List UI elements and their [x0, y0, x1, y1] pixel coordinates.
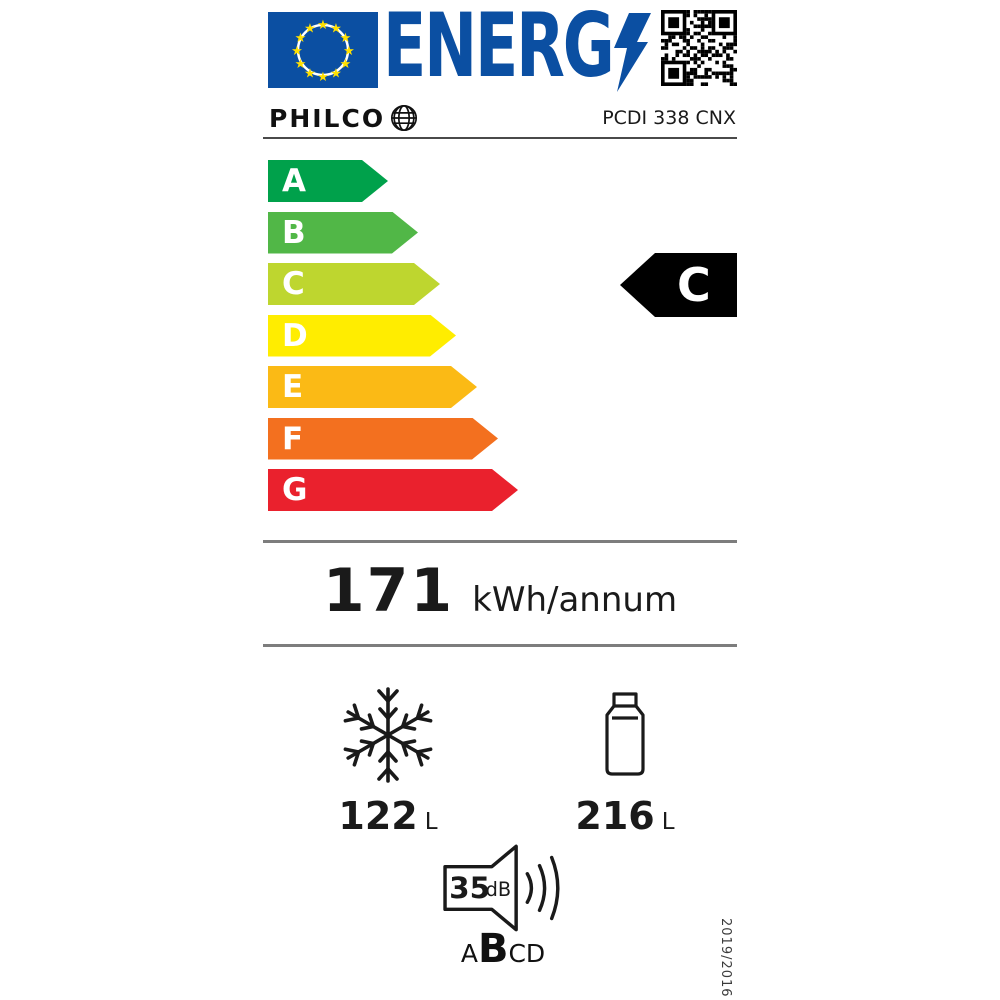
- speaker-icon: 35 dB: [443, 844, 560, 932]
- scale-arrow-b: B: [268, 212, 418, 254]
- svg-text:★: ★: [340, 57, 352, 72]
- energ-logo-text: ENERG: [383, 0, 615, 97]
- svg-text:★: ★: [304, 22, 316, 37]
- noise-class-a: A: [460, 939, 478, 968]
- energy-value: 171: [322, 556, 455, 626]
- eu-energy-label: ★ ★ ★ ★ ★ ★ ★ ★ ★ ★ ★ ★ ENERG PHILCO: [263, 0, 737, 1000]
- energy-consumption: 171 kWh/annum: [263, 556, 737, 636]
- rating-indicator-arrow: C: [620, 253, 737, 317]
- fridge-compartment: 216 L: [540, 684, 710, 838]
- svg-text:★: ★: [330, 67, 342, 82]
- bottle-icon: [605, 692, 645, 776]
- scale-arrow-a: A: [268, 160, 388, 202]
- globe-icon: [391, 104, 418, 132]
- eu-flag-icon: ★ ★★ ★★★ ★★★ ★★★: [268, 12, 378, 88]
- svg-text:dB: dB: [486, 878, 512, 901]
- svg-text:★: ★: [295, 31, 307, 46]
- scale-arrow-f: F: [268, 418, 498, 460]
- divider-middle-2: [263, 644, 737, 647]
- scale-arrow-c: C: [268, 263, 440, 305]
- svg-text:★: ★: [343, 44, 355, 59]
- model-number: PCDI 338 CNX: [602, 107, 736, 129]
- brand-logo: PHILCO: [269, 103, 419, 133]
- freezer-compartment: 122 L: [303, 684, 473, 838]
- noise-class-d: D: [525, 939, 546, 968]
- freezer-volume-unit: L: [424, 809, 438, 835]
- qr-code-icon: [661, 10, 737, 86]
- scale-arrow-g: G: [268, 469, 518, 511]
- freezer-volume-value: 122: [338, 794, 418, 838]
- energy-unit: kWh/annum: [472, 580, 678, 620]
- svg-text:★: ★: [291, 44, 303, 59]
- svg-text:★: ★: [317, 18, 329, 33]
- brand-name: PHILCO: [269, 103, 386, 133]
- noise-class-scale: ABCD: [263, 926, 743, 972]
- fridge-volume-value: 216: [575, 794, 655, 838]
- noise-class-b: B: [477, 926, 509, 972]
- svg-text:★: ★: [295, 57, 307, 72]
- snowflake-icon: [343, 687, 433, 783]
- noise-class-c: C: [508, 939, 526, 968]
- svg-text:★: ★: [304, 67, 316, 82]
- scale-arrow-e: E: [268, 366, 477, 408]
- svg-text:★: ★: [330, 22, 342, 37]
- svg-text:35: 35: [449, 871, 490, 905]
- scale-arrow-d: D: [268, 315, 456, 357]
- divider-middle-1: [263, 540, 737, 543]
- svg-text:★: ★: [317, 70, 329, 85]
- divider-top: [263, 137, 737, 139]
- lightning-bolt-icon: [614, 13, 651, 92]
- svg-text:★: ★: [340, 31, 352, 46]
- brand-row: PHILCO PCDI 338 CNX: [263, 100, 737, 136]
- fridge-volume-unit: L: [661, 809, 675, 835]
- sound-waves-icon: [525, 855, 560, 921]
- regulation-reference: 2019/2016: [718, 918, 733, 998]
